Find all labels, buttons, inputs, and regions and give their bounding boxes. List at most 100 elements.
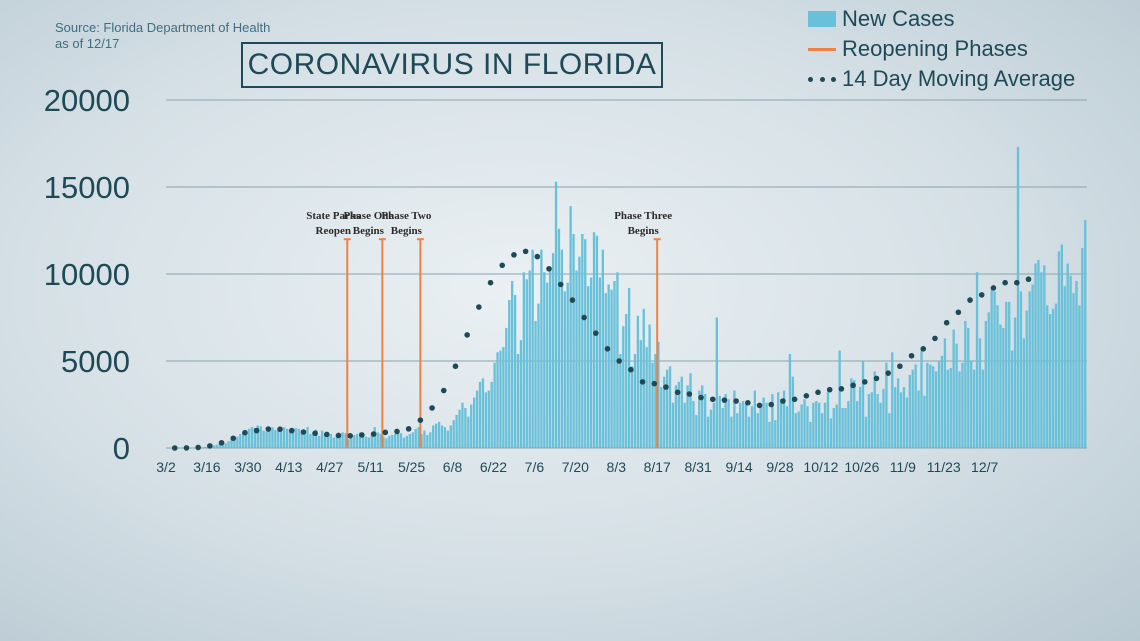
case-bar: [584, 239, 587, 448]
case-bar: [475, 390, 479, 448]
case-bar: [549, 267, 552, 448]
case-bar: [721, 407, 724, 448]
case-bar: [458, 409, 461, 448]
x-tick-label: 8/31: [685, 459, 712, 475]
case-bar: [1046, 305, 1049, 448]
case-bar: [581, 233, 584, 448]
case-bar: [680, 376, 683, 448]
case-bar: [239, 434, 242, 448]
average-dot: [873, 375, 880, 382]
x-tick-label: 11/9: [890, 459, 916, 475]
case-bar: [879, 402, 882, 448]
case-bar: [323, 433, 327, 448]
case-bar: [566, 282, 569, 448]
source-line: Source: Florida Department of Health: [55, 20, 271, 35]
case-bar: [534, 320, 537, 448]
case-bar: [212, 445, 216, 448]
case-bar: [894, 387, 897, 448]
case-bar: [695, 414, 698, 448]
case-bar: [610, 289, 613, 448]
x-tick-label: 8/17: [644, 459, 671, 475]
case-bar: [288, 430, 292, 448]
case-bar: [920, 350, 923, 448]
x-tick-label: 5/25: [398, 459, 425, 475]
x-tick-label: 4/13: [275, 459, 302, 475]
case-bar: [543, 272, 546, 448]
case-bar: [587, 286, 590, 448]
case-bar: [230, 440, 233, 448]
case-bar: [905, 397, 909, 448]
as-of-line: as of 12/17: [55, 36, 120, 51]
case-bar: [379, 434, 382, 448]
x-tick-label: 3/30: [234, 459, 261, 475]
case-bar: [861, 361, 865, 448]
case-bar: [329, 434, 333, 448]
average-dot: [347, 433, 354, 439]
x-tick-label: 9/28: [766, 459, 793, 475]
average-dot: [534, 253, 541, 260]
case-bar: [914, 364, 917, 448]
case-bar: [613, 280, 616, 448]
case-bar: [1043, 265, 1046, 448]
case-bar: [730, 416, 733, 448]
average-dot: [230, 435, 237, 442]
source-note: Source: Florida Department of Health as …: [55, 20, 270, 52]
average-dot: [499, 262, 506, 269]
case-bar: [519, 340, 523, 448]
case-bar: [741, 401, 745, 448]
case-bar: [698, 390, 701, 448]
average-dot: [593, 330, 599, 336]
case-bar: [853, 380, 856, 448]
case-bar: [984, 320, 987, 448]
x-tick-label: 6/22: [480, 459, 507, 475]
case-bar: [318, 435, 321, 448]
case-bar: [818, 402, 821, 448]
case-bar: [929, 364, 932, 448]
case-bar: [253, 427, 257, 448]
case-bar: [280, 431, 283, 448]
case-bar: [423, 430, 426, 448]
average-dot: [253, 427, 260, 434]
case-bar: [1069, 275, 1072, 448]
case-bar: [876, 394, 879, 448]
case-bar: [417, 427, 420, 448]
case-bar: [607, 284, 610, 448]
average-dot: [990, 285, 997, 291]
case-bar: [972, 369, 976, 448]
average-dot: [838, 386, 845, 392]
case-bar: [832, 407, 835, 448]
case-bar: [978, 338, 982, 448]
case-bar: [420, 434, 423, 448]
average-dot: [943, 319, 950, 326]
x-tick-label: 7/20: [562, 459, 589, 475]
case-bar: [455, 414, 458, 448]
case-bar: [560, 249, 564, 448]
case-bar: [399, 433, 403, 448]
case-bar: [350, 437, 353, 448]
average-dot: [967, 297, 973, 303]
case-bar: [788, 354, 792, 448]
legend-label-average: 14 Day Moving Average: [842, 66, 1076, 91]
case-bar: [540, 249, 543, 448]
case-bar: [882, 388, 885, 448]
case-bar: [601, 249, 604, 448]
average-dot: [464, 332, 470, 338]
x-tick-label: 6/8: [443, 459, 463, 475]
case-bar: [1010, 350, 1014, 448]
average-dot: [569, 297, 576, 303]
case-bar: [1025, 310, 1028, 448]
legend-item-average: 14 Day Moving Average: [808, 64, 1075, 94]
case-bar: [285, 428, 289, 448]
case-bar: [467, 416, 470, 448]
case-bar: [247, 428, 251, 448]
case-bar: [367, 437, 371, 448]
case-bar: [414, 428, 417, 448]
bar-swatch-icon: [808, 11, 836, 27]
chart-legend: New Cases Reopening Phases 14 Day Moving…: [808, 4, 1075, 94]
case-bar: [338, 435, 341, 448]
case-bar: [578, 256, 581, 448]
case-bar: [753, 390, 757, 448]
case-bar: [993, 291, 996, 448]
case-bar: [1048, 314, 1052, 448]
